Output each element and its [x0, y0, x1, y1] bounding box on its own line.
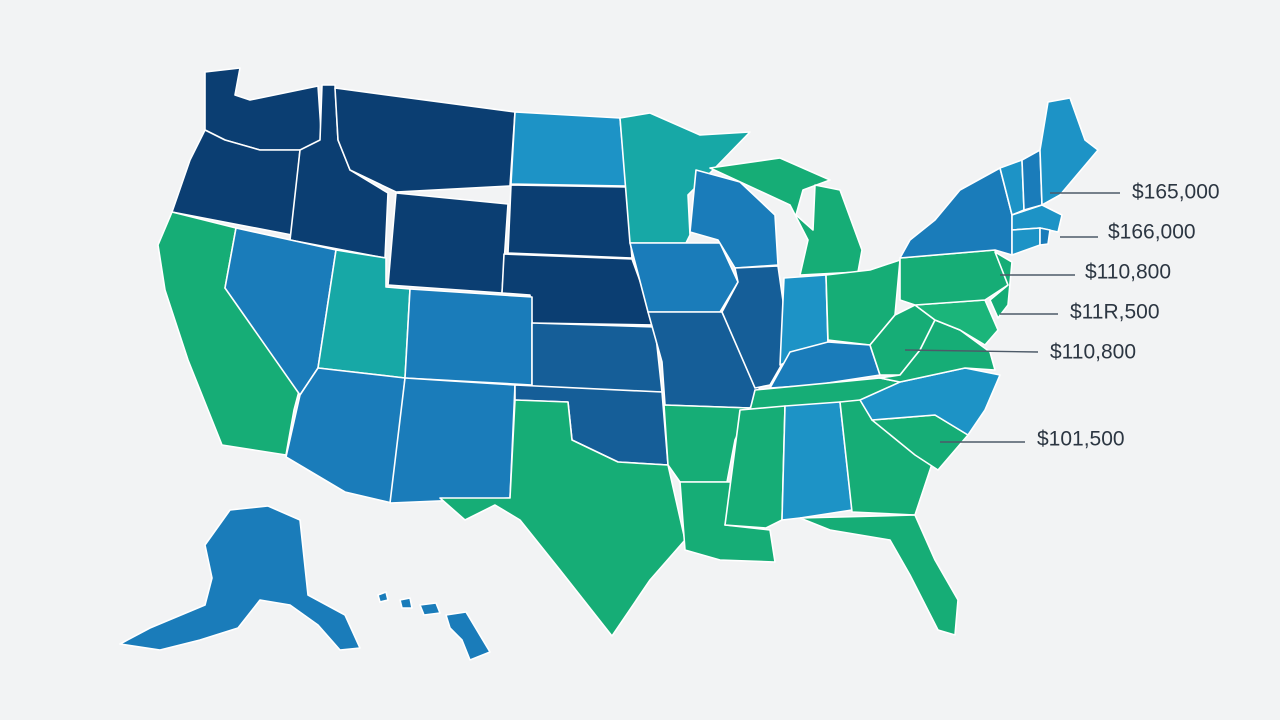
state-washington[interactable] [204, 67, 323, 151]
callout: $101,500 [940, 428, 1125, 451]
state-michigan[interactable] [709, 157, 863, 276]
state-new-york[interactable] [899, 167, 1013, 259]
callout-label: $101,500 [1037, 428, 1125, 451]
callouts-layer: $165,000 $166,000 $110,800 $11R,500 $110… [904, 181, 1220, 451]
callout: $110,800 [1000, 261, 1171, 284]
callout: $166,000 [1060, 221, 1196, 244]
state-south-dakota[interactable] [507, 184, 633, 259]
state-hawaii[interactable] [377, 591, 491, 661]
state-maine[interactable] [1039, 97, 1099, 206]
state-connecticut[interactable] [1011, 227, 1041, 256]
callout: $11R,500 [1000, 301, 1160, 324]
state-florida[interactable] [799, 514, 959, 636]
state-new-hampshire[interactable] [1021, 149, 1043, 211]
callout-label: $11R,500 [1070, 301, 1160, 324]
state-arizona[interactable] [285, 367, 406, 504]
state-wyoming[interactable] [387, 192, 509, 294]
state-new-jersey[interactable] [989, 251, 1013, 319]
callout: $110,800 [904, 341, 1136, 364]
state-iowa[interactable] [629, 242, 739, 313]
state-illinois[interactable] [721, 265, 791, 389]
state-montana[interactable] [334, 87, 516, 193]
callout-label: $166,000 [1108, 221, 1196, 244]
state-kansas[interactable] [531, 322, 663, 393]
state-north-dakota[interactable] [510, 111, 627, 187]
callout-label: $110,800 [1050, 341, 1136, 364]
state-rhode-island[interactable] [1039, 227, 1051, 246]
state-pennsylvania[interactable] [899, 249, 1009, 306]
leader-line [904, 349, 1039, 353]
callout-label: $110,800 [1085, 261, 1171, 284]
states-layer [119, 67, 1099, 661]
callout: $165,000 [1050, 181, 1220, 204]
state-new-mexico[interactable] [389, 377, 516, 504]
state-colorado[interactable] [404, 288, 533, 386]
state-alaska[interactable] [119, 505, 361, 651]
state-texas[interactable] [439, 399, 686, 637]
state-mississippi[interactable] [724, 405, 786, 529]
callout-label: $165,000 [1132, 181, 1220, 204]
state-alabama[interactable] [781, 401, 853, 521]
